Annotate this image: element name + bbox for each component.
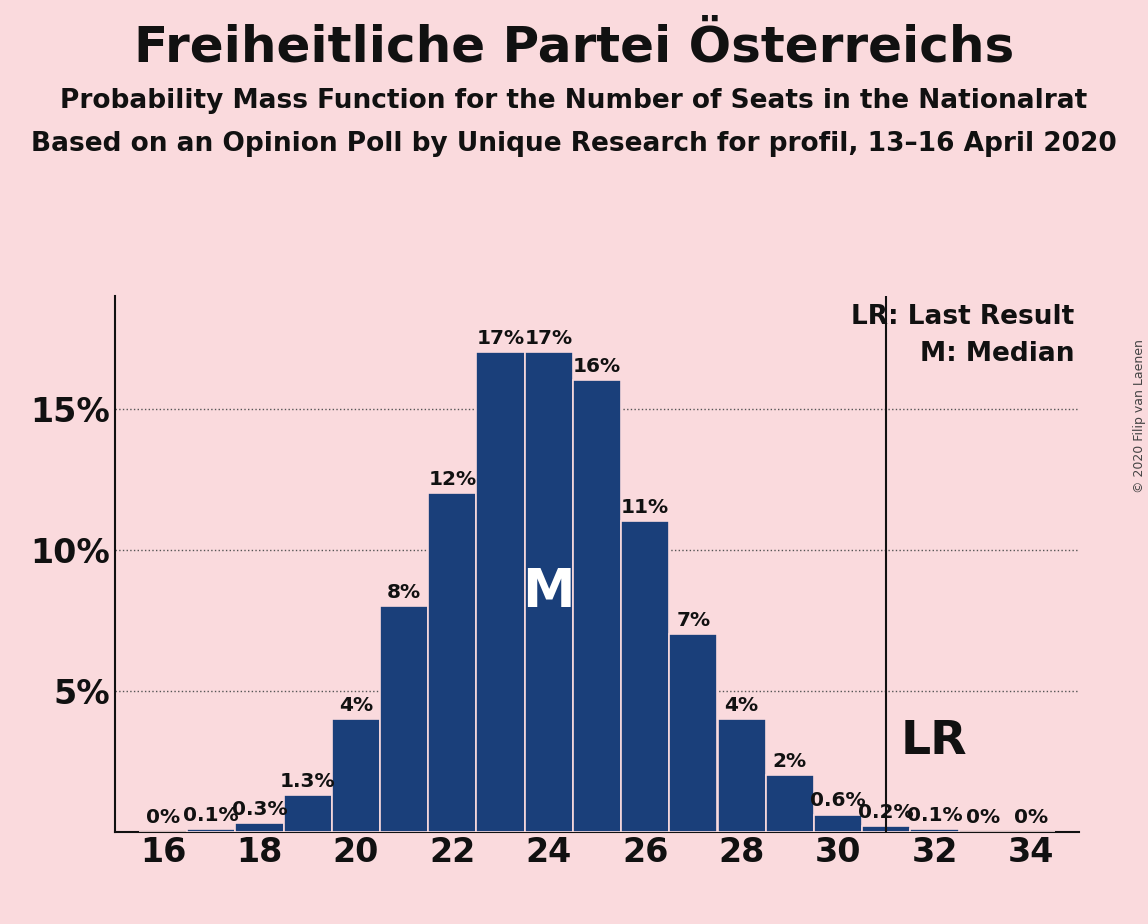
Text: 0.2%: 0.2% (859, 803, 914, 821)
Bar (525, 352, 573, 832)
Text: LR: LR (901, 719, 968, 764)
Text: 4%: 4% (724, 696, 759, 714)
Text: M: M (522, 565, 575, 618)
Text: 11%: 11% (621, 498, 669, 517)
Text: 1.3%: 1.3% (280, 772, 335, 791)
Bar (380, 606, 428, 832)
Bar (332, 719, 380, 832)
Bar (235, 823, 284, 832)
Bar (621, 521, 669, 832)
Text: 0%: 0% (965, 808, 1000, 827)
Bar (669, 634, 718, 832)
Text: Freiheitliche Partei Österreichs: Freiheitliche Partei Österreichs (134, 23, 1014, 71)
Bar (814, 815, 862, 832)
Text: Based on an Opinion Poll by Unique Research for profil, 13–16 April 2020: Based on an Opinion Poll by Unique Resea… (31, 131, 1117, 157)
Text: 17%: 17% (476, 329, 525, 347)
Text: M: Median: M: Median (920, 341, 1075, 367)
Text: 0.6%: 0.6% (810, 792, 866, 810)
Text: 4%: 4% (339, 696, 373, 714)
Bar (428, 493, 476, 832)
Text: 2%: 2% (773, 752, 807, 771)
Bar (187, 829, 235, 832)
Text: 17%: 17% (525, 329, 573, 347)
Text: © 2020 Filip van Laenen: © 2020 Filip van Laenen (1133, 339, 1146, 492)
Text: 8%: 8% (387, 583, 421, 602)
Bar (766, 775, 814, 832)
Text: 0%: 0% (1014, 808, 1048, 827)
Text: 12%: 12% (428, 470, 476, 489)
Text: 0.1%: 0.1% (907, 806, 962, 824)
Text: 7%: 7% (676, 611, 711, 630)
Text: Probability Mass Function for the Number of Seats in the Nationalrat: Probability Mass Function for the Number… (61, 88, 1087, 114)
Bar (284, 795, 332, 832)
Bar (718, 719, 766, 832)
Bar (910, 829, 959, 832)
Text: 0.1%: 0.1% (184, 806, 239, 824)
Text: 0.3%: 0.3% (232, 800, 287, 819)
Bar (573, 381, 621, 832)
Bar (862, 826, 910, 832)
Text: LR: Last Result: LR: Last Result (851, 304, 1075, 330)
Text: 16%: 16% (573, 357, 621, 376)
Bar (476, 352, 525, 832)
Text: 0%: 0% (146, 808, 180, 827)
